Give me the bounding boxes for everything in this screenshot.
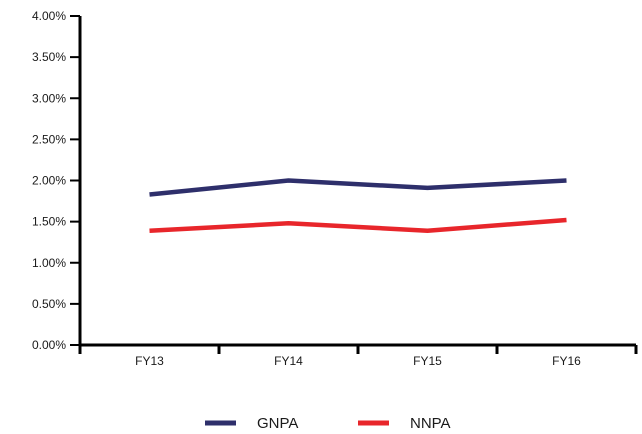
y-tick-label: 2.50% bbox=[32, 132, 66, 146]
y-tick-label: 1.50% bbox=[32, 215, 66, 229]
x-tick-label: FY14 bbox=[274, 354, 303, 368]
y-tick-label: 2.00% bbox=[32, 174, 66, 188]
series-line-nnpa bbox=[149, 217, 567, 233]
y-tick-label: 0.50% bbox=[32, 297, 66, 311]
x-tick-label: FY13 bbox=[135, 354, 164, 368]
y-tick-label: 3.50% bbox=[32, 50, 66, 64]
legend: GNPA NNPA bbox=[205, 415, 451, 432]
series-lines bbox=[149, 178, 567, 233]
legend-label-nnpa: NNPA bbox=[410, 415, 451, 432]
y-tick-label: 3.00% bbox=[32, 91, 66, 105]
y-axis-ticks: 0.00% 0.50% 1.00% 1.50% 2.00% 2.50% 3.00% 3.50%… bbox=[32, 9, 80, 352]
y-tick-label: 1.00% bbox=[32, 256, 66, 270]
x-tick-label: FY16 bbox=[552, 354, 581, 368]
y-tick-label: 0.00% bbox=[32, 338, 66, 352]
series-line-gnpa bbox=[149, 178, 567, 197]
y-tick-label: 4.00% bbox=[32, 9, 66, 23]
x-axis-ticks: FY13 FY14 FY15 FY16 bbox=[78, 345, 638, 368]
legend-label-gnpa: GNPA bbox=[257, 415, 298, 432]
x-tick-label: FY15 bbox=[413, 354, 442, 368]
